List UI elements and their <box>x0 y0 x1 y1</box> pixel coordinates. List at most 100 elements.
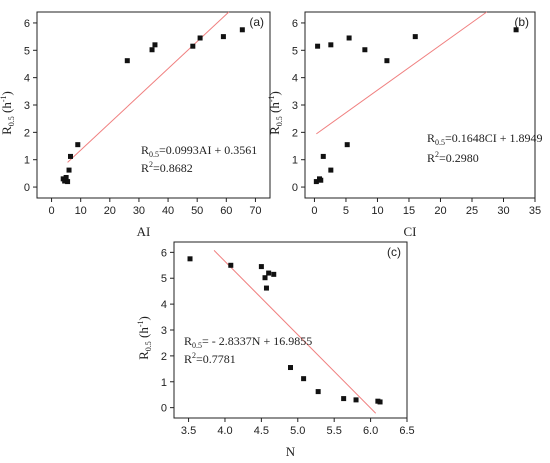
y-tick-label-b: 6 <box>292 18 298 30</box>
data-point-c <box>266 270 272 276</box>
x-tick-label-b: 25 <box>466 205 478 217</box>
equation-lhs-c: R <box>184 334 192 348</box>
x-ticks-b: 0 5 10 15 20 25 30 35 <box>311 198 541 217</box>
equation-rhs-b: =0.1648CI + 1.8949 <box>445 131 543 145</box>
y-axis-title-unit-b: (h <box>267 102 282 117</box>
x-tick-label-a: 50 <box>191 205 203 217</box>
equation-lhs-sub-a: 0.5 <box>149 150 159 159</box>
x-tick-label-c: 6.0 <box>363 425 378 437</box>
r-squared-label-c: R <box>184 352 192 366</box>
data-point-c <box>263 285 269 291</box>
fit-line-b <box>316 11 488 135</box>
x-tick-label-b: 15 <box>403 205 415 217</box>
y-axis-title-sub-b: 0.5 <box>275 116 284 126</box>
points-a <box>60 27 245 185</box>
data-point-a <box>67 153 73 159</box>
r-squared-c: R2=0.7781 <box>184 351 236 366</box>
y-tick-label-a: 4 <box>24 73 30 85</box>
data-point-a <box>63 174 69 180</box>
equation-rhs-a: =0.0993AI + 0.3561 <box>159 143 257 157</box>
equation-c: R0.5= - 2.8337N + 16.9855 <box>184 334 312 350</box>
y-tick-label-a: 2 <box>24 127 30 139</box>
data-point-b <box>320 153 326 159</box>
x-tick-label-a: 30 <box>133 205 145 217</box>
y-tick-label-b: 5 <box>292 45 298 57</box>
data-point-c <box>353 397 359 403</box>
x-tick-label-b: 20 <box>434 205 446 217</box>
y-tick-label-c: 6 <box>161 247 167 259</box>
y-axis-title-unit-c: (h <box>136 327 151 342</box>
data-point-a <box>220 34 226 40</box>
y-axis-title-unit-a: (h <box>0 102 14 117</box>
data-point-b <box>318 177 324 183</box>
x-axis-title-a: AI <box>137 224 151 239</box>
x-tick-label-c: 6.5 <box>399 425 414 437</box>
data-point-c <box>258 264 264 270</box>
x-tick-label-a: 20 <box>104 205 116 217</box>
y-tick-label-b: 2 <box>292 127 298 139</box>
fit-line-c <box>213 250 377 414</box>
data-point-c <box>341 396 347 402</box>
x-tick-label-c: 5.0 <box>290 425 305 437</box>
y-tick-label-c: 4 <box>161 299 167 311</box>
x-axis-title-c: N <box>286 444 296 459</box>
data-point-b <box>313 179 319 185</box>
equation-lhs-b: R <box>427 131 435 145</box>
y-tick-label-c: 3 <box>161 325 167 337</box>
y-axis-title-c: R0.5 (h-1) <box>136 316 153 360</box>
x-ticks-a: 0 10 20 30 40 50 60 70 <box>49 198 262 217</box>
x-tick-label-b: 35 <box>529 205 541 217</box>
data-point-a <box>152 42 158 48</box>
equation-b: R0.5=0.1648CI + 1.8949 <box>427 131 543 147</box>
r-squared-sup-c: 2 <box>192 351 196 360</box>
y-tick-label-b: 1 <box>292 155 298 167</box>
r-squared-value-a: =0.8682 <box>153 161 193 175</box>
equation-a: R0.5=0.0993AI + 0.3561 <box>141 143 257 159</box>
equation-rhs-c: = - 2.8337N + 16.9855 <box>202 334 312 348</box>
data-point-c <box>315 389 321 395</box>
y-tick-label-c: 1 <box>161 377 167 389</box>
plot-frame-c <box>173 241 408 419</box>
y-axis-title-sub-c: 0.5 <box>144 341 153 351</box>
x-tick-label-c: 4.5 <box>254 425 269 437</box>
y-axis-title-main-a: R <box>0 126 14 135</box>
data-point-a <box>124 58 130 64</box>
y-ticks-a: 0 1 2 3 4 5 6 <box>24 18 37 194</box>
data-point-b <box>412 34 418 40</box>
r-squared-label-b: R <box>427 151 435 165</box>
data-point-c <box>262 275 268 281</box>
equation-lhs-a: R <box>141 143 149 157</box>
data-point-a <box>190 43 196 49</box>
y-tick-label-a: 6 <box>24 18 30 30</box>
data-point-b <box>328 42 334 48</box>
data-point-b <box>315 43 321 49</box>
x-ticks-c: 3.5 4.0 4.5 5.0 5.5 6.0 6.5 <box>181 418 415 437</box>
r-squared-b: R2=0.2980 <box>427 150 479 165</box>
y-axis-title-unit-close-b: ) <box>267 91 282 95</box>
data-point-c <box>288 365 293 371</box>
x-tick-label-a: 70 <box>249 205 261 217</box>
r-squared-value-b: =0.2980 <box>439 151 479 165</box>
y-axis-title-sub-a: 0.5 <box>7 116 16 126</box>
data-point-c <box>301 376 307 382</box>
r-squared-value-c: =0.7781 <box>196 352 236 366</box>
y-ticks-c: 0 1 2 3 4 5 6 <box>161 247 174 415</box>
panel-label-a: (a) <box>249 15 264 29</box>
data-point-b <box>513 27 519 33</box>
data-point-a <box>65 179 71 185</box>
panel-label-b: (b) <box>514 15 529 29</box>
y-tick-label-b: 4 <box>292 73 298 85</box>
y-axis-title-b: R0.5 (h-1) <box>267 91 284 135</box>
data-point-a <box>75 142 81 148</box>
y-axis-title-sup-b: -1 <box>267 95 276 102</box>
x-tick-label-b: 0 <box>311 205 317 217</box>
y-tick-label-a: 0 <box>24 182 30 194</box>
r-squared-label-a: R <box>141 161 149 175</box>
data-point-b <box>362 47 368 53</box>
y-axis-title-unit-close-a: ) <box>0 91 14 95</box>
y-tick-label-a: 1 <box>24 155 30 167</box>
